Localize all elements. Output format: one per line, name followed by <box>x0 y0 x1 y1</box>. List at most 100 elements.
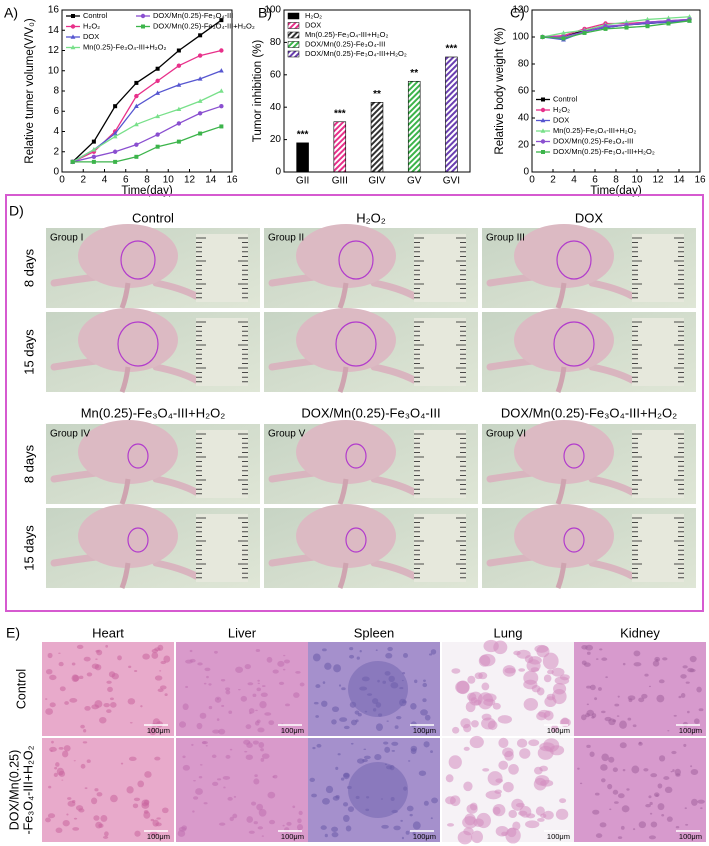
texture <box>296 824 304 831</box>
texture <box>45 669 53 675</box>
mouse-tail <box>119 478 131 505</box>
point <box>141 24 145 29</box>
texture <box>248 830 255 834</box>
point <box>133 103 139 108</box>
point <box>70 24 76 29</box>
panel-label: C) <box>510 5 525 21</box>
x-tick-label: 16 <box>694 175 706 186</box>
texture <box>259 700 267 709</box>
texture <box>350 742 354 745</box>
texture <box>430 649 437 655</box>
mouse-leg <box>152 363 200 384</box>
texture <box>311 793 317 798</box>
texture <box>283 654 286 657</box>
texture <box>700 807 703 810</box>
y-tick-label: 2 <box>53 146 59 157</box>
texture <box>497 715 513 724</box>
texture <box>298 810 303 816</box>
texture <box>605 676 608 679</box>
tumor-circle <box>335 321 377 367</box>
texture <box>189 658 196 663</box>
day-label: 15 days <box>21 525 36 571</box>
texture <box>342 802 349 807</box>
texture <box>44 698 48 700</box>
x-tick-label: 6 <box>592 175 598 186</box>
texture <box>408 760 411 762</box>
texture <box>84 787 88 790</box>
texture <box>246 816 254 823</box>
series-line <box>72 49 222 163</box>
mouse-leg <box>152 475 200 496</box>
legend-swatch <box>287 22 300 29</box>
x-tick-label: 10 <box>631 175 643 186</box>
mouse-tail <box>337 478 349 505</box>
day-label: 8 days <box>21 248 36 287</box>
texture <box>64 701 69 705</box>
texture <box>244 663 251 670</box>
texture <box>601 657 608 661</box>
x-tick-label: GV <box>407 176 422 187</box>
texture <box>375 649 378 652</box>
mouse-leg <box>370 475 418 496</box>
texture <box>627 717 632 721</box>
texture <box>295 670 301 674</box>
texture <box>657 803 665 811</box>
texture <box>192 810 195 813</box>
mouse-tail <box>337 282 349 309</box>
texture <box>645 804 651 808</box>
x-tick-label: 4 <box>102 175 108 186</box>
texture <box>203 682 207 685</box>
texture <box>62 819 70 827</box>
texture <box>594 697 598 701</box>
y-tick-label: 16 <box>48 5 60 16</box>
texture <box>403 652 409 658</box>
texture <box>599 822 607 828</box>
texture <box>225 754 231 759</box>
ruler <box>196 514 248 582</box>
point <box>218 88 224 93</box>
group-title: DOX/Mn(0.25)-Fe₃O₄-III <box>301 405 440 420</box>
texture <box>45 708 54 715</box>
texture <box>422 698 427 703</box>
texture <box>338 684 342 687</box>
texture <box>685 823 689 826</box>
scale-bar-label: 100μm <box>547 726 570 735</box>
texture <box>349 647 354 651</box>
texture <box>523 698 539 711</box>
texture <box>161 807 169 814</box>
point <box>155 78 160 84</box>
texture <box>599 648 603 651</box>
texture <box>283 659 291 664</box>
texture <box>463 827 474 836</box>
texture <box>696 686 702 693</box>
texture <box>233 795 237 798</box>
texture <box>356 656 360 660</box>
texture <box>313 701 319 705</box>
texture <box>675 825 680 829</box>
texture <box>206 675 209 679</box>
bar <box>407 80 421 173</box>
texture <box>652 660 660 667</box>
texture <box>331 719 337 725</box>
ruler <box>632 318 684 386</box>
texture <box>72 827 80 831</box>
point <box>540 128 546 133</box>
texture <box>554 676 570 685</box>
texture <box>387 646 393 652</box>
texture <box>260 692 268 697</box>
texture <box>650 773 658 778</box>
texture <box>253 821 258 825</box>
texture <box>47 652 53 659</box>
texture <box>643 768 649 772</box>
texture <box>655 794 659 797</box>
texture <box>423 800 429 806</box>
mouse-tail <box>119 562 131 589</box>
scale-bar-label: 100μm <box>547 832 570 841</box>
texture <box>278 681 285 686</box>
texture <box>526 813 536 819</box>
texture <box>255 649 261 653</box>
x-tick-label: 0 <box>529 175 535 186</box>
texture <box>196 722 203 730</box>
texture <box>583 662 591 667</box>
series-line <box>542 16 690 38</box>
